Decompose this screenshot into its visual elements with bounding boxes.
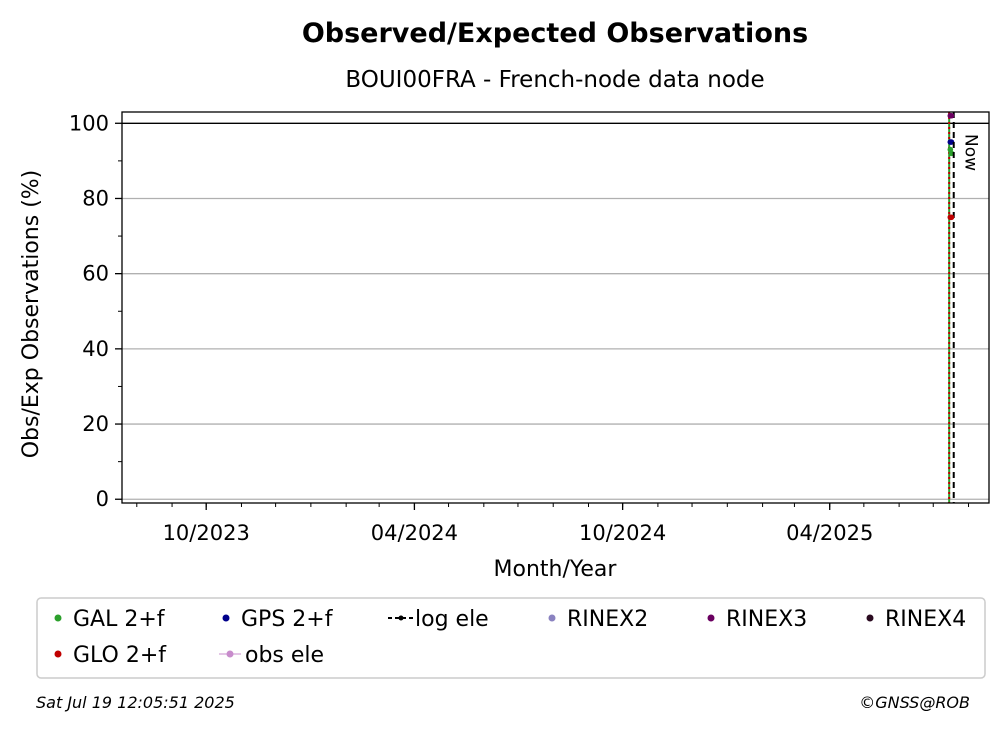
plot-frame <box>121 111 990 504</box>
chart-title: Observed/Expected Observations <box>302 18 808 49</box>
legend: GAL 2+f GPS 2+f log ele RINEX2 RINEX3 RINEX4 G… <box>54 607 966 668</box>
legend-label: log ele <box>415 607 489 632</box>
legend-label: GLO 2+f <box>73 643 167 668</box>
legend-label: GPS 2+f <box>241 607 334 632</box>
legend-marker <box>398 615 404 621</box>
x-axis-label: Month/Year <box>494 557 618 582</box>
legend-marker <box>548 614 556 622</box>
grid <box>122 122 989 500</box>
legend-label: GAL 2+f <box>73 607 166 632</box>
legend-marker <box>54 614 62 622</box>
y-tick-label: 60 <box>82 262 109 286</box>
x-tick-label: 10/2024 <box>579 521 666 545</box>
footer-timestamp: Sat Jul 19 12:05:51 2025 <box>36 693 235 712</box>
y-tick-label: 40 <box>82 337 109 361</box>
now-label: Now <box>961 134 981 171</box>
x-tick-label: 04/2025 <box>786 521 873 545</box>
legend-label: RINEX3 <box>726 607 807 632</box>
data-point <box>948 112 955 119</box>
legend-box <box>36 597 986 679</box>
legend-marker <box>707 614 715 622</box>
y-tick-label: 100 <box>69 111 109 135</box>
y-axis: 0 20 40 60 80 100 <box>69 111 122 511</box>
legend-marker <box>222 614 230 622</box>
legend-label: obs ele <box>245 643 324 668</box>
legend-marker <box>54 650 62 658</box>
legend-label: RINEX4 <box>885 607 966 632</box>
x-tick-label: 04/2024 <box>371 521 458 545</box>
x-tick-label: 10/2023 <box>163 521 250 545</box>
y-tick-label: 0 <box>96 487 109 511</box>
footer-credit: ©GNSS@ROB <box>859 693 970 712</box>
legend-marker <box>866 614 874 622</box>
legend-marker <box>226 650 234 658</box>
data-points <box>947 112 955 503</box>
chart-subtitle: BOUI00FRA - French-node data node <box>345 67 764 93</box>
data-point <box>948 214 955 221</box>
x-axis: 10/2023 04/2024 10/2024 04/2025 <box>136 503 970 545</box>
y-axis-label: Obs/Exp Observations (%) <box>19 170 44 459</box>
y-tick-label: 80 <box>82 186 109 210</box>
legend-label: RINEX2 <box>567 607 648 632</box>
y-tick-label: 20 <box>82 412 109 436</box>
